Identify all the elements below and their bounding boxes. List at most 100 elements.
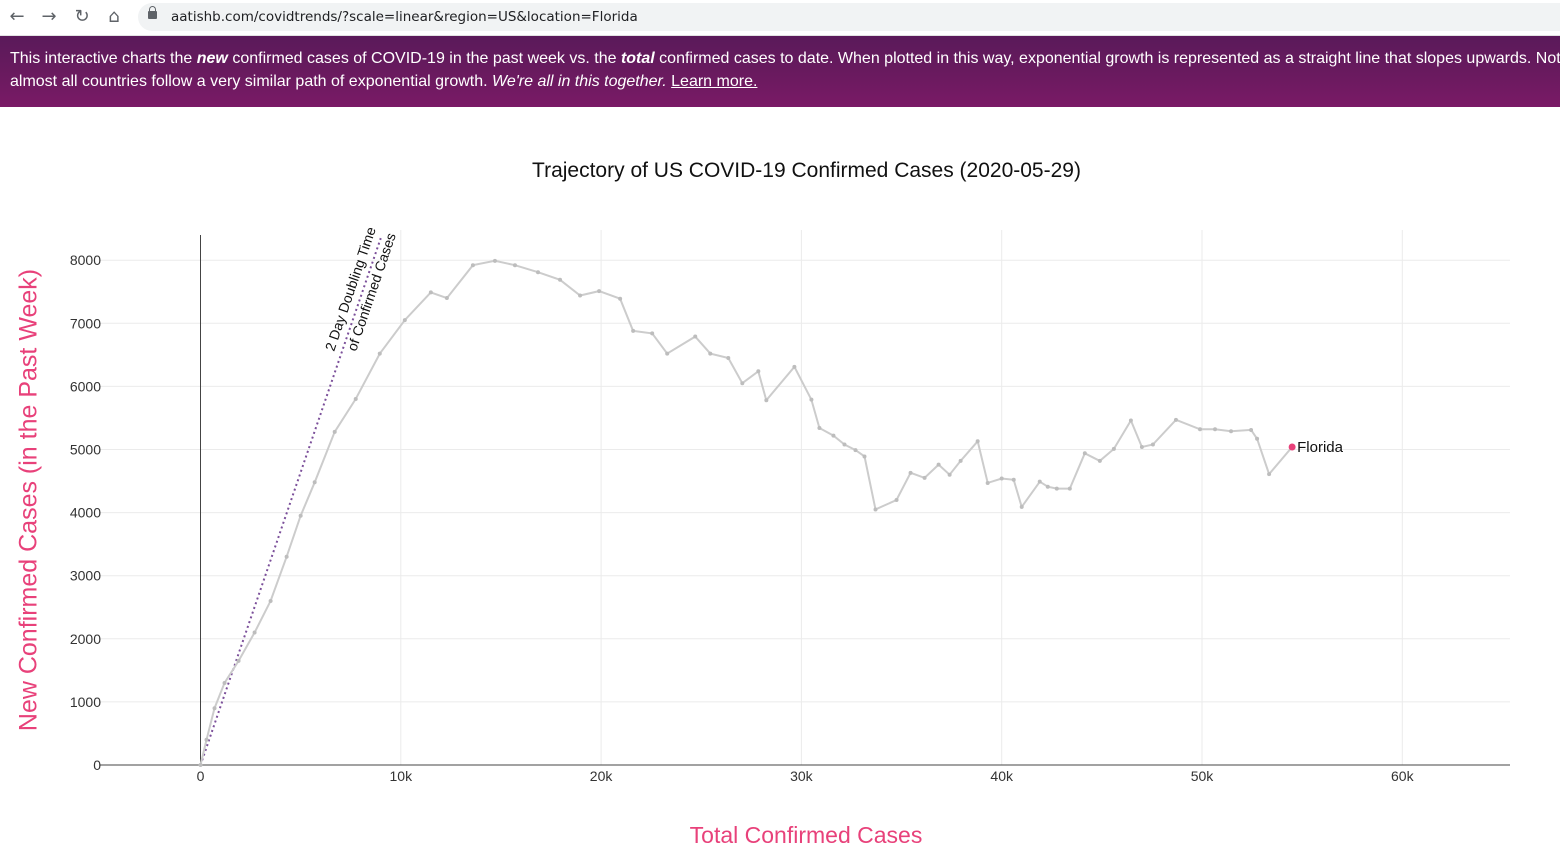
chart-title: Trajectory of US COVID-19 Confirmed Case… [532,159,1081,182]
x-tick-label: 20k [590,768,614,784]
banner-line-2: almost all countries follow a very simil… [10,73,757,91]
data-point [1011,477,1016,482]
forward-arrow-icon[interactable]: → [41,6,57,27]
data-point [908,470,913,475]
data-point [298,513,303,518]
data-point [353,397,358,402]
data-point [862,454,867,459]
data-point [1150,442,1155,447]
florida-endpoint-marker [1288,443,1296,451]
data-point [1067,486,1072,491]
data-point [444,296,449,301]
data-point [578,293,583,298]
banner-line-1: This interactive charts the new confirme… [10,50,1560,68]
data-point [726,356,731,361]
data-point [1019,504,1024,509]
info-banner: This interactive charts the new confirme… [0,36,1560,107]
y-tick-label: 4000 [70,505,101,521]
data-point [597,289,602,294]
banner-emphasis-total: total [620,50,655,67]
data-point [252,630,257,635]
data-point [236,658,241,663]
data-point [809,397,814,402]
data-point [1082,451,1087,456]
series-label-florida: Florida [1297,439,1344,456]
y-tick-label: 8000 [70,252,101,268]
address-bar[interactable]: aatishb.com/covidtrends/?scale=linear&re… [138,3,1560,31]
banner-text: confirmed cases to date. When plotted in… [654,50,1560,67]
url-text[interactable]: aatishb.com/covidtrends/?scale=linear&re… [171,9,638,25]
data-point [377,351,382,356]
data-point [1197,427,1202,432]
banner-text: almost all countries follow a very simil… [10,73,492,90]
y-tick-label: 5000 [70,442,101,458]
data-point [332,429,337,434]
data-point [284,554,289,559]
y-tick-label: 6000 [70,378,101,394]
data-point [1255,436,1260,441]
data-point [536,270,541,275]
data-point [204,737,209,742]
data-point [947,472,952,477]
data-point [1037,479,1042,484]
data-point [894,497,899,502]
banner-text: This interactive charts the [10,50,197,67]
data-point [198,763,203,767]
data-point [922,475,927,480]
data-point [873,507,878,512]
data-point [512,263,517,268]
data-point [402,318,407,323]
data-point [1229,429,1234,434]
data-point [222,680,227,685]
data-point [1054,486,1059,491]
data-point [492,258,497,263]
lock-icon [148,6,157,19]
data-point [1128,418,1133,423]
back-arrow-icon[interactable]: ← [9,6,25,27]
data-point [831,433,836,438]
data-point [650,331,655,336]
data-point [470,263,475,268]
data-point [958,458,963,463]
data-point [312,480,317,485]
data-point [842,442,847,447]
data-point [1249,427,1254,432]
data-point [1173,417,1178,422]
x-tick-label: 10k [390,768,414,784]
home-icon[interactable]: ⌂ [108,6,120,27]
data-point [693,334,698,339]
banner-emphasis-new: new [196,50,228,67]
banner-tagline: We're all in this together. [492,73,667,90]
data-point [631,328,636,333]
data-point [212,706,217,711]
data-point [764,398,769,403]
data-point [936,462,941,467]
data-point [428,290,433,295]
y-tick-label: 0 [93,757,101,773]
y-tick-label: 2000 [70,631,101,647]
browser-toolbar: ← → ↻ ⌂ aatishb.com/covidtrends/?scale=l… [0,0,1560,36]
data-point [708,351,713,356]
data-point [999,476,1004,481]
learn-more-link[interactable]: Learn more. [671,73,758,90]
data-point [1139,444,1144,449]
data-point [1213,427,1218,432]
data-point [853,448,858,453]
x-tick-label: 30k [790,768,814,784]
data-point [975,439,980,444]
data-point [792,364,797,369]
x-tick-label: 50k [1191,768,1215,784]
data-point [558,277,563,282]
data-point [756,369,761,374]
banner-text: confirmed cases of COVID-19 in the past … [227,50,621,67]
data-point [740,381,745,386]
data-point [985,480,990,485]
data-point [817,426,822,431]
data-point [268,598,273,603]
data-point [1045,484,1050,489]
data-point [665,351,670,356]
data-point [618,296,623,301]
reload-icon[interactable]: ↻ [74,6,90,27]
y-tick-label: 1000 [70,694,101,710]
